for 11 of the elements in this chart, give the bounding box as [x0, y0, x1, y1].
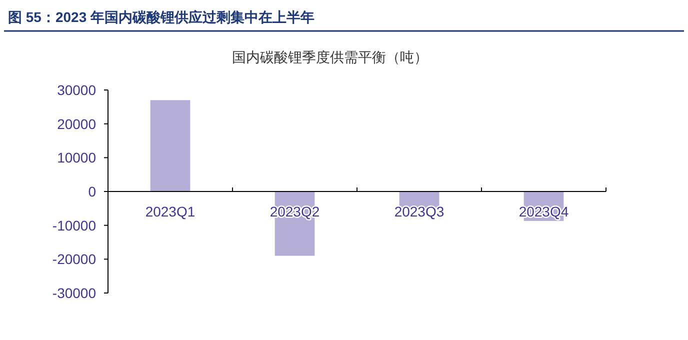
y-tick-label: -20000: [52, 251, 96, 268]
y-tick-label: 0: [88, 184, 96, 200]
title: 图 55：2023 年国内碳酸锂供应过剩集中在上半年: [8, 9, 314, 25]
x-tick-label: 2023Q3: [394, 204, 444, 220]
subtitle: 国内碳酸锂季度供需平衡（吨）: [232, 50, 428, 66]
y-tick-label: 10000: [57, 150, 96, 166]
x-tick-label: 2023Q1: [145, 204, 196, 220]
y-tick-label: -10000: [52, 217, 96, 234]
y-tick-label: 30000: [57, 82, 96, 98]
y-tick-label: -30000: [52, 285, 96, 301]
y-tick-label: 20000: [57, 116, 96, 132]
